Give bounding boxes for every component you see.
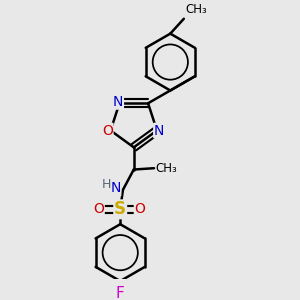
Text: F: F <box>116 286 124 300</box>
Text: O: O <box>134 202 146 216</box>
Text: N: N <box>113 95 123 109</box>
Text: S: S <box>114 200 126 218</box>
Text: CH₃: CH₃ <box>185 2 207 16</box>
Text: O: O <box>93 202 104 216</box>
Text: N: N <box>110 182 121 196</box>
Text: O: O <box>102 124 113 137</box>
Text: CH₃: CH₃ <box>156 162 177 175</box>
Text: N: N <box>154 124 164 137</box>
Text: H: H <box>101 178 111 191</box>
